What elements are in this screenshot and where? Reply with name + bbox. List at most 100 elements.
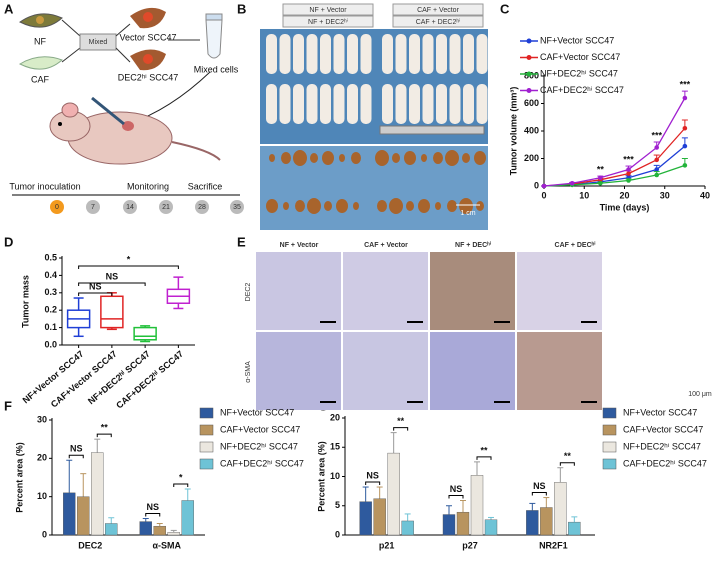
legend-swatch (602, 407, 617, 419)
histology-image (430, 252, 515, 330)
y-tick-label: 5 (335, 500, 340, 510)
day-dot (50, 200, 64, 214)
day-dot (86, 200, 100, 214)
tumor (389, 198, 403, 214)
arrow (61, 47, 81, 63)
bar (139, 521, 152, 536)
panel-letter: E (237, 234, 246, 249)
panel-letter: F (4, 398, 12, 413)
mouse (463, 84, 474, 124)
y-tick-label: 0 (335, 529, 340, 539)
point (654, 145, 659, 150)
tumor (269, 154, 275, 162)
x-tick-label: NF+DEC2ʰⁱ SCC47 (85, 348, 152, 406)
legend-swatch (602, 441, 617, 453)
tumor (293, 150, 307, 166)
point (598, 175, 603, 181)
annotation: ** (480, 445, 488, 455)
mouse (333, 84, 345, 124)
mouse (293, 84, 304, 124)
day-dot (195, 200, 209, 214)
bracket (393, 427, 409, 431)
label: Tumor inoculation (9, 181, 80, 191)
diagram: NF CAF Mixed Vector SCC47 DEC2ʰⁱ SCC47 M… (9, 7, 244, 214)
mouse (279, 34, 291, 74)
box (133, 326, 157, 341)
label: CAF + DEC2ʰⁱ (416, 18, 461, 26)
annotation: ** (597, 164, 605, 174)
histology-image (343, 332, 428, 410)
tumor (266, 199, 278, 213)
syringe (91, 96, 125, 126)
label: Vector SCC47 (119, 32, 176, 42)
point (654, 157, 659, 163)
bar (373, 498, 386, 536)
y-tick-label: 10 (37, 491, 47, 501)
legend-label: CAF+DEC2ʰⁱ SCC47 (623, 458, 707, 468)
annotation: NS (89, 281, 102, 291)
annotation: *** (651, 130, 662, 140)
mouse (395, 34, 407, 74)
mouse (395, 84, 407, 124)
x-tick-label: 0 (541, 190, 546, 200)
legend-label: NF+DEC2ʰⁱ SCC47 (220, 441, 298, 451)
tumor (406, 201, 414, 211)
point (682, 143, 688, 149)
mouse (476, 34, 488, 74)
histology-image (430, 332, 515, 410)
scale-label: 100 μm (688, 391, 712, 398)
annotation: NS (146, 502, 159, 512)
point (654, 172, 659, 178)
panel-letter: B (237, 1, 246, 16)
bar (359, 501, 372, 536)
panel-letter: C (500, 1, 510, 16)
mouse (360, 34, 372, 74)
series-line (543, 164, 686, 187)
day: 14 (126, 204, 134, 211)
series-line (543, 127, 686, 187)
tumor (404, 151, 416, 165)
mixed-box (79, 33, 117, 51)
series-line (543, 97, 686, 187)
bar (167, 532, 180, 536)
mouse-eye (58, 122, 62, 126)
bracket (476, 456, 492, 460)
bracket (365, 481, 381, 486)
bar (77, 496, 90, 536)
bracket (173, 483, 189, 487)
tumor (310, 153, 318, 163)
point (626, 167, 631, 172)
histology-image (256, 332, 341, 410)
legend-swatch (602, 424, 617, 436)
bracket (559, 462, 575, 466)
bar (568, 521, 581, 536)
mouse (409, 84, 420, 124)
tumor (445, 150, 459, 166)
mouse (476, 84, 488, 124)
tumor (353, 202, 359, 210)
annotation: ** (564, 451, 572, 461)
tumor (421, 154, 427, 162)
histology-image (256, 252, 341, 330)
day-dot (123, 200, 137, 214)
mouse (320, 84, 331, 124)
y-tick-label: 0.5 (44, 252, 57, 262)
day-dot (230, 200, 244, 214)
bar (105, 523, 118, 536)
box (100, 295, 124, 329)
legend-label: NF+DEC2ʰⁱ SCC47 (540, 68, 618, 78)
legend-swatch (199, 407, 214, 419)
tumor (336, 199, 348, 213)
x-tick-label: 30 (660, 190, 670, 200)
annotation: *** (680, 80, 691, 90)
label: Monitoring (127, 181, 169, 191)
legend-label: CAF+Vector SCC47 (220, 424, 300, 434)
point (682, 125, 688, 131)
label: Mixed (89, 39, 108, 46)
tube-cap (205, 13, 223, 21)
x-tick-label: NF+Vector SCC47 (21, 349, 86, 406)
y-tick-label: 800 (524, 70, 539, 80)
mouse (360, 84, 372, 124)
legend-label: NF+Vector SCC47 (623, 407, 697, 417)
